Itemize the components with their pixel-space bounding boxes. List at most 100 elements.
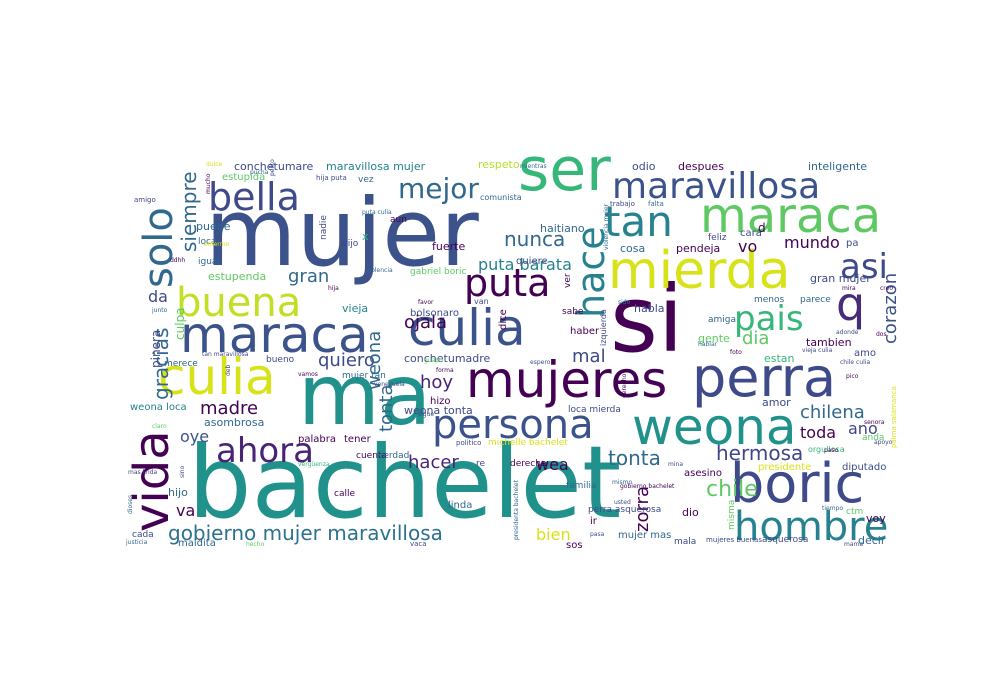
word: amiga <box>708 315 736 325</box>
word: gabriel boric <box>410 267 466 277</box>
word: ojala <box>404 312 447 333</box>
word: weona <box>632 398 797 456</box>
word: puede <box>196 220 231 233</box>
word: creo <box>880 285 893 292</box>
word: nadie <box>319 215 329 240</box>
word: chile <box>706 477 758 502</box>
word: foto <box>730 349 742 356</box>
word: dia <box>742 328 769 349</box>
word: gobierno bachelet <box>620 483 675 490</box>
word: claro <box>152 423 167 430</box>
word: culpa <box>173 307 187 340</box>
word: va <box>176 501 195 520</box>
word: misma <box>727 500 737 530</box>
word: puta culia <box>362 209 392 216</box>
word: senora <box>864 419 885 426</box>
word: pinera <box>149 330 163 368</box>
word: vamos <box>298 371 318 378</box>
word: falta <box>648 200 664 208</box>
word: forma <box>436 367 454 374</box>
word: decir <box>858 534 886 547</box>
word: buena <box>176 280 301 326</box>
word: habla <box>634 302 665 315</box>
word: maldita <box>178 538 216 549</box>
word: favor <box>418 299 434 306</box>
word: maraca <box>180 306 369 364</box>
word: dos <box>876 331 887 338</box>
word: inteligente <box>808 160 867 173</box>
word: re <box>476 459 486 469</box>
word: verdad <box>378 451 409 461</box>
word: wea <box>536 455 569 474</box>
word: nunca <box>504 227 565 251</box>
word: tonta <box>608 446 661 470</box>
word: guapo <box>424 357 443 364</box>
word: mala <box>674 537 696 547</box>
word: hombre <box>734 504 888 550</box>
word: amigo <box>134 196 156 204</box>
word: mujer mas <box>618 530 671 541</box>
word: estupenda <box>208 270 266 283</box>
word: haber <box>570 326 600 337</box>
word: haitiano <box>540 222 585 235</box>
word: linda <box>448 500 472 511</box>
word: mejor <box>398 172 479 205</box>
word: quiere <box>516 256 548 267</box>
word: sido <box>618 299 631 306</box>
word: amor <box>762 396 791 409</box>
word: bueno <box>266 355 295 365</box>
word: gracias <box>149 328 173 400</box>
word: aun <box>390 215 407 225</box>
word: tan <box>604 197 673 246</box>
word: fuerte <box>432 240 465 253</box>
word: mina <box>668 461 683 468</box>
word: feliz <box>708 233 727 243</box>
word: ddhh <box>170 257 185 264</box>
word: cara <box>740 228 762 239</box>
word: hecho <box>246 541 265 548</box>
word: ano <box>848 419 878 438</box>
word: da <box>148 287 168 306</box>
word: gente <box>698 332 730 345</box>
word: ser <box>518 135 611 205</box>
word: dio <box>682 506 699 519</box>
word: chilena <box>800 402 865 423</box>
word: pico <box>846 373 859 380</box>
word: orgullosa <box>808 445 845 454</box>
word: deb <box>225 365 232 377</box>
word: ma <box>298 346 431 444</box>
word: hacer <box>408 452 459 473</box>
word: mal <box>572 346 606 367</box>
word: madre <box>200 398 258 419</box>
word: culia <box>408 299 526 357</box>
word: bien <box>536 525 571 544</box>
word: conchetumare <box>234 160 314 173</box>
word: estan <box>764 352 795 365</box>
word: parece <box>800 295 831 305</box>
word: trabajo <box>610 200 635 208</box>
word: gobierno mujer maravillosa <box>168 521 443 545</box>
word: dijo <box>342 239 359 249</box>
word: sino <box>179 465 186 478</box>
word: presidente <box>758 462 811 473</box>
word: mujeres buenas <box>706 536 762 544</box>
word: bolsonaro <box>410 308 459 319</box>
word: dice <box>498 309 509 330</box>
word: oye <box>180 427 209 446</box>
word: cada <box>132 530 154 540</box>
word: adonde <box>836 329 859 336</box>
word: perra <box>692 346 836 409</box>
word: justicia <box>125 539 148 546</box>
word: venezuela <box>374 381 405 388</box>
word: menos <box>754 295 785 305</box>
word: sos <box>566 540 583 551</box>
word: calle <box>334 489 355 499</box>
word: vieja <box>342 302 368 315</box>
word: politico <box>456 439 481 447</box>
word: vaca <box>410 540 427 548</box>
word: estupida <box>222 172 265 183</box>
word: mismo <box>612 479 632 486</box>
word: diputado <box>842 462 886 473</box>
word: ver <box>563 273 573 288</box>
word: vergüenza <box>298 461 330 468</box>
